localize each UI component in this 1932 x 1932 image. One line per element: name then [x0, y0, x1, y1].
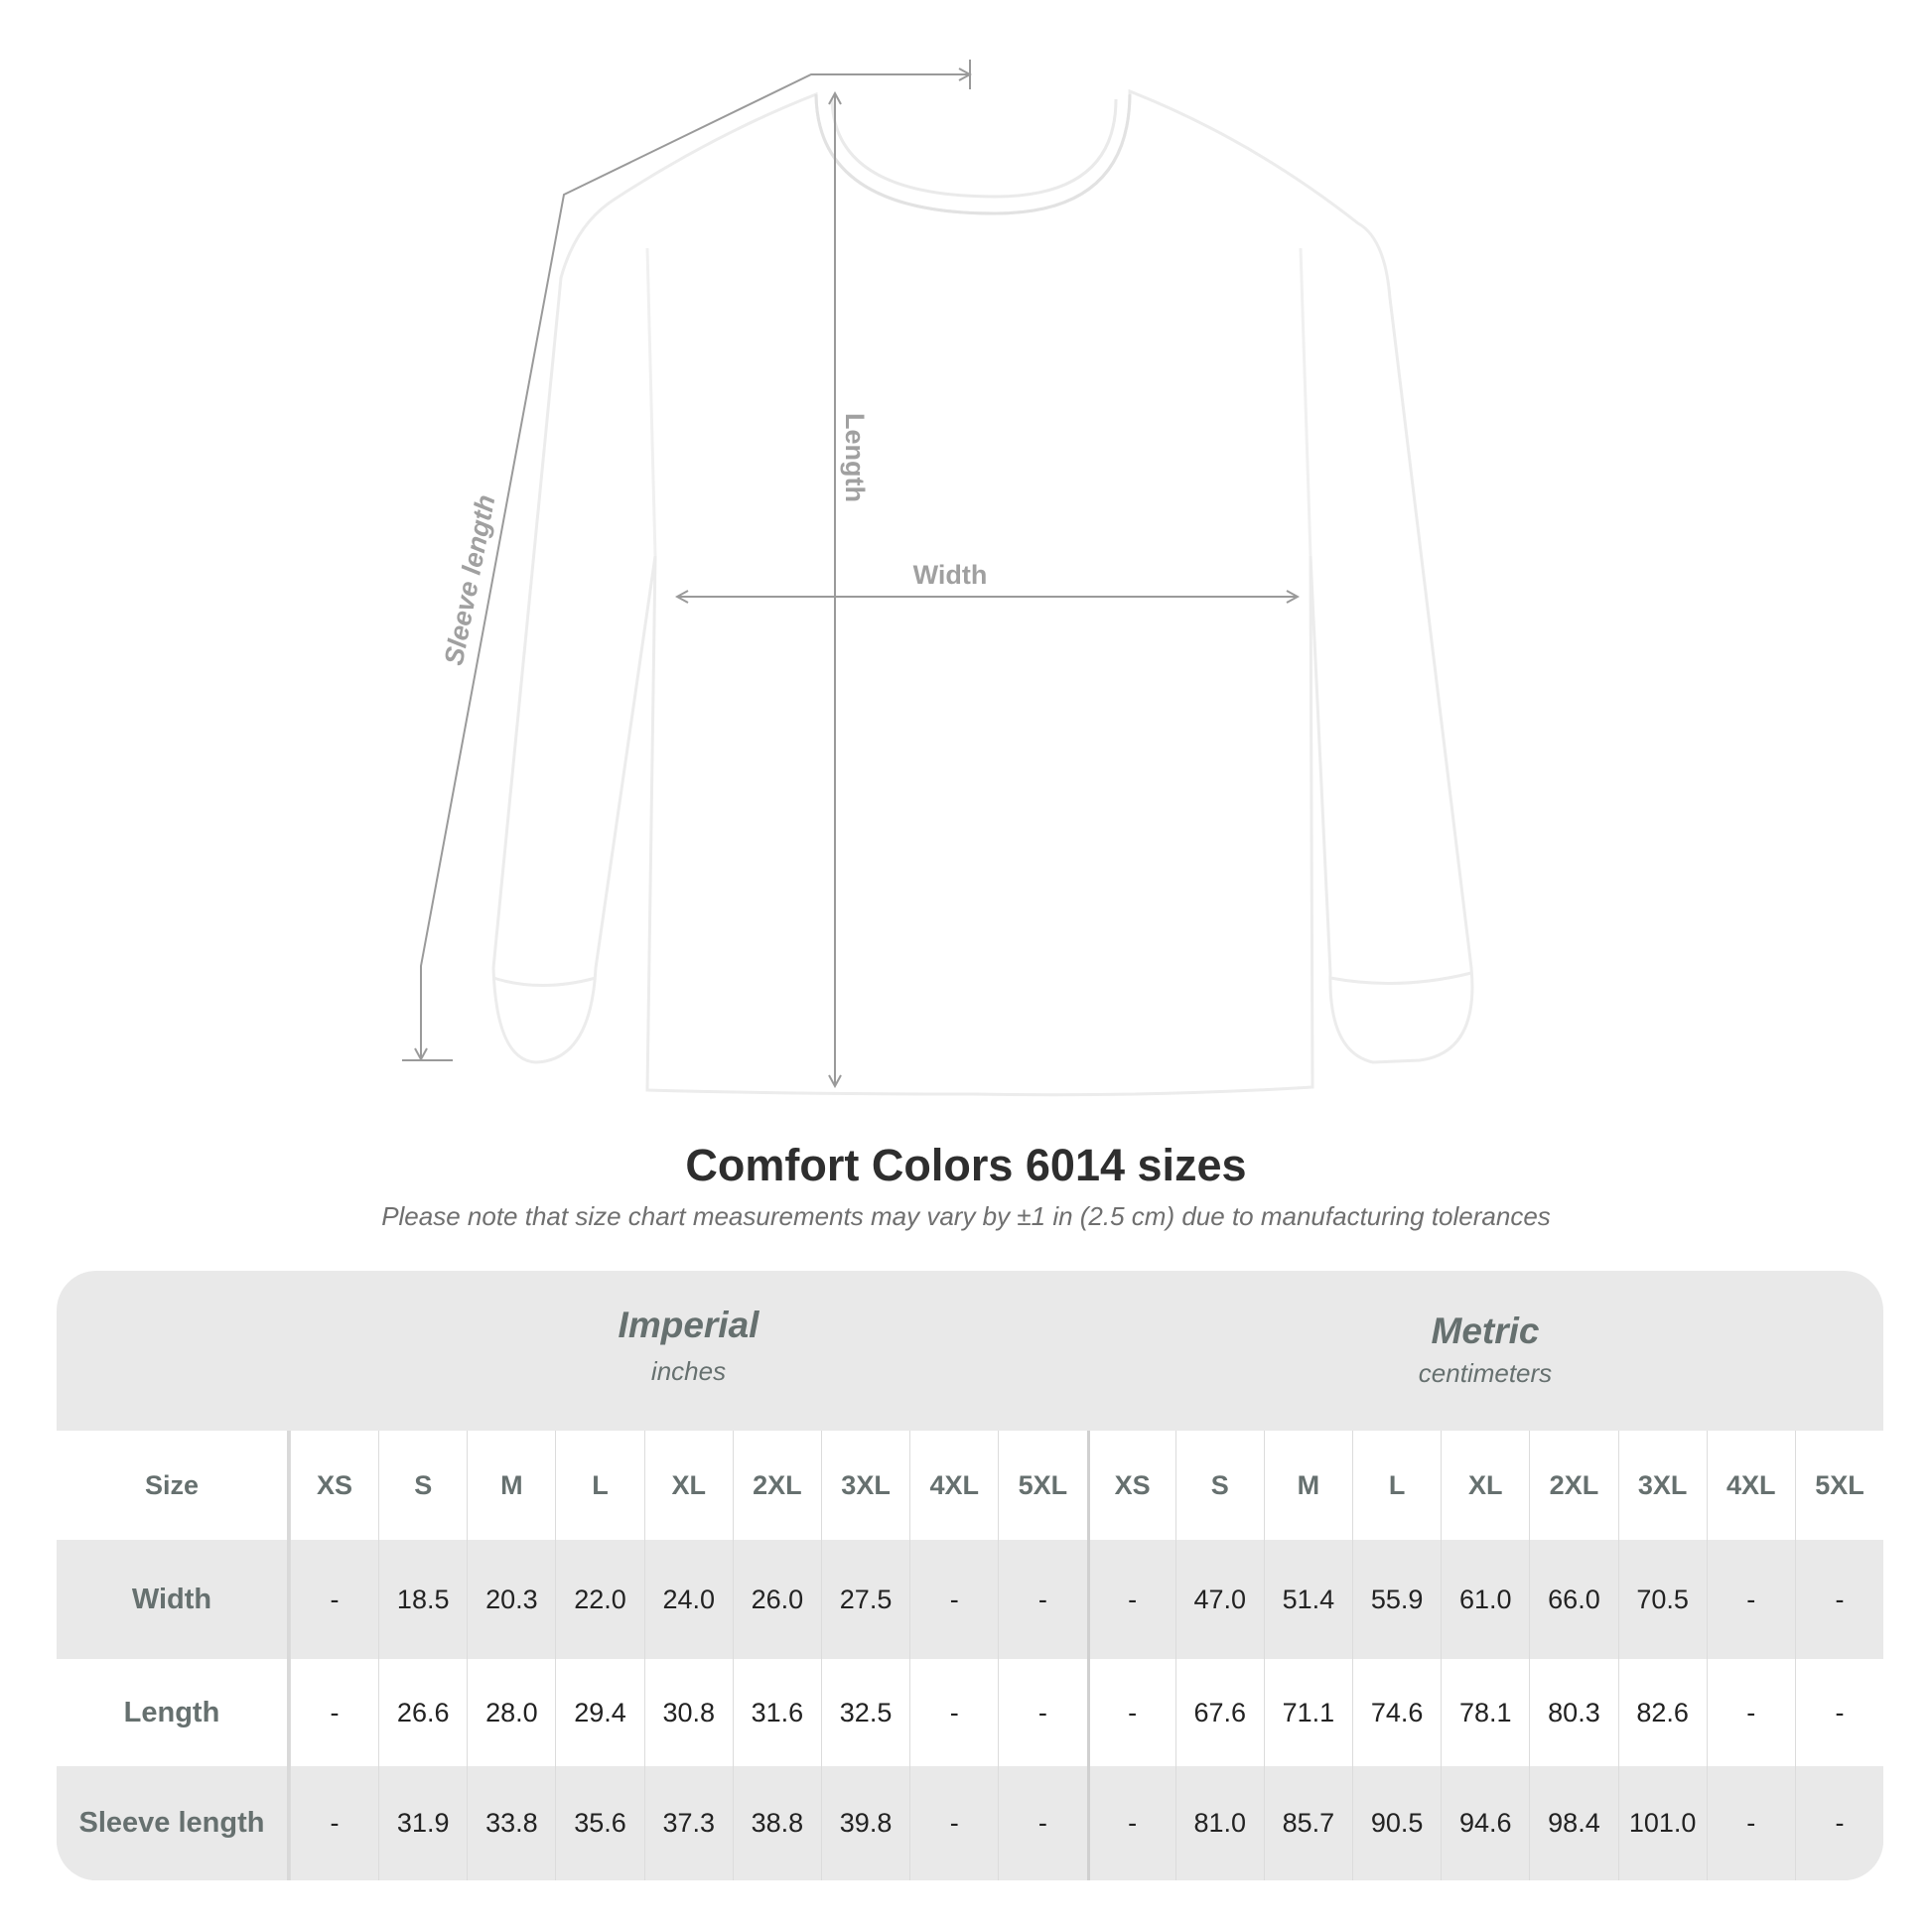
- value-cell-imperial: -: [289, 1766, 378, 1880]
- value-cell-metric: 85.7: [1263, 1766, 1352, 1880]
- size-header-metric: 5XL: [1794, 1431, 1883, 1540]
- value-cell-metric: 90.5: [1352, 1766, 1441, 1880]
- measurement-lines: [402, 60, 1298, 1086]
- value-cell-imperial: 22.0: [555, 1540, 643, 1659]
- row-label: Length: [57, 1659, 290, 1766]
- size-header-imperial: S: [378, 1431, 467, 1540]
- page-title: Comfort Colors 6014 sizes: [685, 1140, 1247, 1190]
- value-cell-imperial: 30.8: [643, 1659, 733, 1766]
- metric-unit: centimeters: [1418, 1358, 1553, 1388]
- value-cell-metric: 81.0: [1174, 1766, 1264, 1880]
- size-header-metric: 3XL: [1617, 1431, 1707, 1540]
- size-header-row: Size XS S M L XL 2XL 3XL 4XL 5XL XS S M L XL 2XL 3XL 4XL 5…: [57, 1431, 1883, 1540]
- imperial-unit: inches: [650, 1356, 727, 1386]
- value-cell-metric: 51.4: [1263, 1540, 1352, 1659]
- width-label: Width: [913, 560, 988, 590]
- value-cell-imperial: 29.4: [555, 1659, 643, 1766]
- value-cell-metric: -: [1706, 1540, 1795, 1659]
- size-table: Imperial inches Metric centimeters Size X…: [57, 1271, 1883, 1880]
- size-header-metric: XS: [1086, 1431, 1175, 1540]
- size-header-metric: S: [1174, 1431, 1264, 1540]
- size-header-metric: L: [1352, 1431, 1441, 1540]
- value-cell-metric: 55.9: [1352, 1540, 1441, 1659]
- size-header-metric: 4XL: [1706, 1431, 1795, 1540]
- value-cell-metric: -: [1086, 1540, 1175, 1659]
- size-header-metric: 2XL: [1529, 1431, 1617, 1540]
- value-cell-metric: -: [1086, 1766, 1175, 1880]
- value-cell-metric: 80.3: [1529, 1659, 1617, 1766]
- value-cell-metric: 98.4: [1529, 1766, 1617, 1880]
- value-cell-metric: -: [1794, 1659, 1883, 1766]
- value-cell-imperial: -: [998, 1659, 1086, 1766]
- size-header-imperial: XL: [643, 1431, 733, 1540]
- value-cell-metric: 61.0: [1441, 1540, 1529, 1659]
- size-header-imperial: 5XL: [998, 1431, 1086, 1540]
- value-cell-imperial: 31.6: [732, 1659, 821, 1766]
- value-cell-imperial: 26.6: [378, 1659, 467, 1766]
- value-cell-metric: 74.6: [1352, 1659, 1441, 1766]
- size-header-metric: XL: [1441, 1431, 1529, 1540]
- value-cell-imperial: -: [289, 1659, 378, 1766]
- value-cell-imperial: 26.0: [732, 1540, 821, 1659]
- length-label: Length: [840, 413, 870, 502]
- value-cell-imperial: -: [909, 1540, 998, 1659]
- value-cell-imperial: 38.8: [732, 1766, 821, 1880]
- table-row: Width -18.5 20.3 22.0 24.0 26.0 27.5- - -47.0 51.…: [57, 1540, 1883, 1659]
- value-cell-imperial: -: [289, 1540, 378, 1659]
- value-cell-imperial: 33.8: [467, 1766, 555, 1880]
- value-cell-imperial: 28.0: [467, 1659, 555, 1766]
- value-cell-imperial: 39.8: [820, 1766, 909, 1880]
- value-cell-imperial: -: [998, 1766, 1086, 1880]
- value-cell-metric: -: [1086, 1659, 1175, 1766]
- size-header-imperial: 3XL: [820, 1431, 909, 1540]
- value-cell-metric: 67.6: [1174, 1659, 1264, 1766]
- value-cell-imperial: 24.0: [643, 1540, 733, 1659]
- tolerance-note: Please note that size chart measurements…: [381, 1201, 1551, 1231]
- value-cell-metric: 47.0: [1174, 1540, 1264, 1659]
- size-header-imperial: M: [467, 1431, 555, 1540]
- value-cell-imperial: 27.5: [820, 1540, 909, 1659]
- value-cell-metric: -: [1794, 1766, 1883, 1880]
- row-label: Sleeve length: [57, 1766, 290, 1880]
- value-cell-imperial: -: [909, 1659, 998, 1766]
- table-row: Sleeve length -31.9 33.8 35.6 37.3 38.8 39.8- -…: [57, 1766, 1883, 1880]
- table-row: Length -26.6 28.0 29.4 30.8 31.6 32.5- - -67.6 71…: [57, 1659, 1883, 1766]
- metric-title: Metric: [1431, 1311, 1540, 1351]
- value-cell-imperial: 32.5: [820, 1659, 909, 1766]
- value-cell-metric: 94.6: [1441, 1766, 1529, 1880]
- value-cell-imperial: 37.3: [643, 1766, 733, 1880]
- value-cell-metric: 71.1: [1263, 1659, 1352, 1766]
- size-header-imperial: XS: [289, 1431, 378, 1540]
- value-cell-metric: -: [1794, 1540, 1883, 1659]
- value-cell-metric: 78.1: [1441, 1659, 1529, 1766]
- value-cell-metric: 66.0: [1529, 1540, 1617, 1659]
- shirt-illustration: [491, 88, 1474, 1097]
- size-header-imperial: L: [555, 1431, 643, 1540]
- metric-header: Metric centimeters: [1087, 1271, 1883, 1431]
- value-cell-imperial: 35.6: [555, 1766, 643, 1880]
- sleeve-arrow: [421, 74, 970, 1059]
- size-header-imperial: 2XL: [732, 1431, 821, 1540]
- value-cell-metric: 82.6: [1617, 1659, 1707, 1766]
- value-cell-imperial: -: [998, 1540, 1086, 1659]
- value-cell-metric: -: [1706, 1766, 1795, 1880]
- row-label: Width: [57, 1540, 290, 1659]
- value-cell-metric: 101.0: [1617, 1766, 1707, 1880]
- size-header-metric: M: [1263, 1431, 1352, 1540]
- value-cell-imperial: -: [909, 1766, 998, 1880]
- imperial-title: Imperial: [618, 1305, 759, 1345]
- value-cell-imperial: 31.9: [378, 1766, 467, 1880]
- imperial-header: Imperial inches: [290, 1271, 1087, 1431]
- value-cell-imperial: 20.3: [467, 1540, 555, 1659]
- row-label: Size: [57, 1431, 290, 1540]
- value-cell-metric: 70.5: [1617, 1540, 1707, 1659]
- value-cell-imperial: 18.5: [378, 1540, 467, 1659]
- value-cell-metric: -: [1706, 1659, 1795, 1766]
- size-header-imperial: 4XL: [909, 1431, 998, 1540]
